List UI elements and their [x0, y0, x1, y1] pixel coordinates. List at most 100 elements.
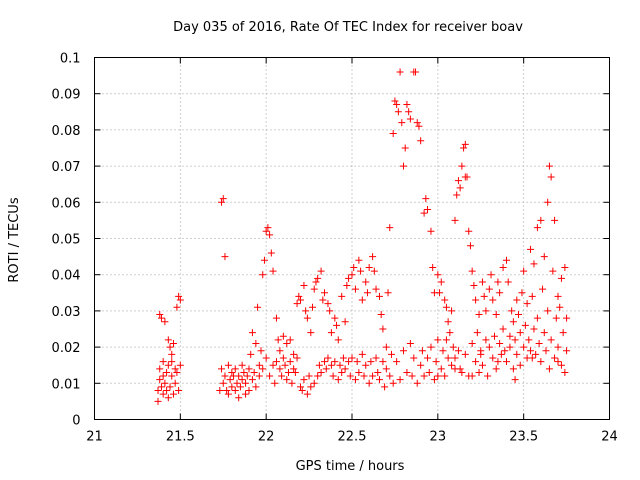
data-point: [427, 343, 435, 351]
data-point: [468, 372, 476, 380]
y-tick-label: 0.09: [52, 88, 81, 103]
data-point: [351, 285, 359, 293]
data-point: [374, 368, 382, 376]
data-point: [338, 292, 346, 300]
data-point: [528, 354, 536, 362]
data-point: [410, 354, 418, 362]
data-point: [245, 387, 253, 395]
data-point: [478, 278, 486, 286]
data-point: [406, 115, 414, 123]
data-point: [219, 379, 227, 387]
data-point: [422, 195, 430, 203]
data-point: [509, 318, 517, 326]
data-point: [389, 379, 397, 387]
data-point: [157, 383, 165, 391]
data-point: [360, 372, 368, 380]
data-point: [224, 361, 232, 369]
data-point: [161, 379, 169, 387]
data-point: [345, 358, 353, 366]
data-point: [518, 289, 526, 297]
x-tick-label: 24: [601, 430, 618, 445]
data-point: [446, 329, 454, 337]
data-point: [398, 119, 406, 127]
data-point: [303, 390, 311, 398]
data-point: [389, 130, 397, 138]
data-point: [489, 296, 497, 304]
data-point: [293, 354, 301, 362]
data-point: [468, 267, 476, 275]
data-point: [482, 307, 490, 315]
data-point: [515, 311, 523, 319]
data-point: [485, 285, 493, 293]
data-point: [293, 300, 301, 308]
data-point: [437, 278, 445, 286]
data-point: [513, 350, 521, 358]
data-point: [350, 263, 358, 271]
data-point: [475, 311, 483, 319]
data-point: [250, 368, 258, 376]
data-point: [523, 300, 531, 308]
data-point: [375, 376, 383, 384]
data-point: [317, 368, 325, 376]
data-point: [243, 372, 251, 380]
data-point: [242, 390, 250, 398]
data-point: [413, 119, 421, 127]
data-point: [272, 314, 280, 322]
data-point: [539, 285, 547, 293]
data-point: [312, 278, 320, 286]
data-point: [163, 387, 171, 395]
data-point: [547, 336, 555, 344]
data-point: [297, 383, 304, 391]
data-point: [516, 329, 524, 337]
data-point: [224, 390, 232, 398]
data-point: [513, 296, 521, 304]
data-point: [353, 358, 361, 366]
data-point: [327, 329, 335, 337]
data-point: [156, 311, 164, 319]
data-point: [345, 274, 353, 282]
data-point: [302, 307, 310, 315]
data-point: [403, 368, 411, 376]
data-point: [472, 358, 480, 366]
data-point: [393, 358, 401, 366]
data-point: [324, 354, 332, 362]
data-point: [413, 379, 421, 387]
data-point: [331, 314, 339, 322]
data-point: [489, 354, 497, 362]
data-point: [315, 361, 323, 369]
data-point: [175, 387, 183, 395]
data-point: [485, 343, 493, 351]
data-point: [173, 303, 181, 311]
data-point: [547, 173, 555, 181]
data-point: [400, 162, 407, 170]
grid-lines: [94, 57, 610, 420]
y-tick-label: 0.01: [52, 377, 81, 392]
data-point: [444, 354, 452, 362]
data-point: [367, 358, 375, 366]
data-point: [521, 321, 529, 329]
data-point: [381, 383, 389, 391]
data-point: [496, 289, 504, 297]
data-point: [544, 198, 552, 206]
data-point: [176, 361, 184, 369]
data-point: [511, 376, 519, 384]
data-point: [322, 365, 330, 373]
data-point: [245, 365, 253, 373]
data-point: [501, 347, 509, 355]
data-point: [451, 216, 459, 224]
data-point: [544, 307, 552, 315]
y-tick-labels: 0 0.01 0.02 0.03 0.04 0.05 0.06 0.07 0.08 0.09 0.1: [52, 52, 81, 429]
data-point: [490, 332, 498, 340]
data-point: [417, 361, 425, 369]
data-point: [504, 278, 512, 286]
data-point: [233, 379, 241, 387]
x-tick-label: 23: [430, 430, 447, 445]
data-point: [458, 162, 466, 170]
data-point: [369, 253, 377, 261]
data-point: [439, 347, 447, 355]
data-point: [475, 368, 483, 376]
data-point: [278, 372, 286, 380]
data-point: [494, 278, 502, 286]
data-point: [461, 140, 469, 148]
